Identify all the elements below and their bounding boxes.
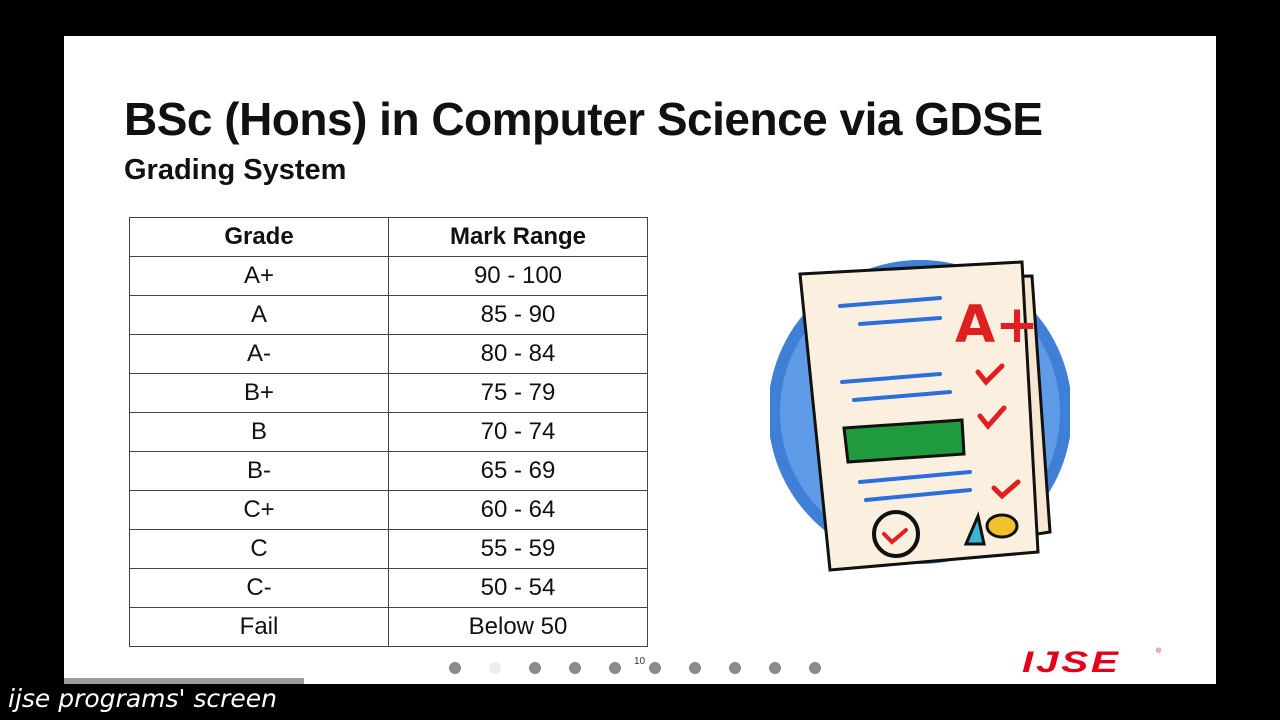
mark-range-cell: 75 - 79 [388,373,648,413]
mark-range-cell: 70 - 74 [388,412,648,452]
grade-cell: A- [129,334,389,374]
mark-range-cell: 50 - 54 [388,568,648,608]
grade-cell: A [129,295,389,335]
slide-subtitle: Grading System [124,154,347,186]
table-row: B 70 - 74 [129,412,648,452]
slide-nav-dot[interactable] [569,662,581,674]
column-header-mark-range: Mark Range [388,217,648,257]
presentation-slide: BSc (Hons) in Computer Science via GDSE … [64,36,1216,684]
table-row: A- 80 - 84 [129,334,648,374]
mark-range-cell: 60 - 64 [388,490,648,530]
slide-nav-dot[interactable] [809,662,821,674]
mark-range-cell: 90 - 100 [388,256,648,296]
video-progress-bar[interactable] [64,678,304,684]
grade-cell: C [129,529,389,569]
ijse-logo: IJSE [1022,646,1121,679]
grade-cell: A+ [129,256,389,296]
table-row: C- 50 - 54 [129,568,648,608]
mark-range-cell: 55 - 59 [388,529,648,569]
grade-cell: B [129,412,389,452]
slide-nav-dot[interactable] [609,662,621,674]
slide-title: BSc (Hons) in Computer Science via GDSE [124,93,1043,145]
slide-nav-dot[interactable] [489,662,501,674]
slide-page-number: 10 [634,656,646,667]
slide-nav-dot[interactable] [689,662,701,674]
screen-caption: ijse programs' screen [8,684,278,713]
table-row: Fail Below 50 [129,607,648,647]
grade-mark: A+ [955,295,1039,355]
grading-table: Grade Mark Range A+ 90 - 100 A 85 - 90 A… [129,217,648,647]
grade-cell: C+ [129,490,389,530]
table-row: A+ 90 - 100 [129,256,648,296]
grade-cell: B- [129,451,389,491]
registered-mark: ® [1156,648,1162,655]
table-row: C 55 - 59 [129,529,648,569]
grade-cell: C- [129,568,389,608]
slide-nav-dot[interactable] [769,662,781,674]
slide-nav-dot[interactable] [529,662,541,674]
graded-paper-icon: A+ [770,260,1070,572]
table-row: C+ 60 - 64 [129,490,648,530]
slide-nav-dot[interactable] [449,662,461,674]
slide-nav-dot[interactable] [649,662,661,674]
grade-cell: Fail [129,607,389,647]
mark-range-cell: Below 50 [388,607,648,647]
mark-range-cell: 65 - 69 [388,451,648,491]
table-row: A 85 - 90 [129,295,648,335]
table-row: B- 65 - 69 [129,451,648,491]
mark-range-cell: 80 - 84 [388,334,648,374]
grade-cell: B+ [129,373,389,413]
slide-nav-dot[interactable] [729,662,741,674]
mark-range-cell: 85 - 90 [388,295,648,335]
table-row: B+ 75 - 79 [129,373,648,413]
slide-navigation-dots [449,662,821,674]
table-header-row: Grade Mark Range [129,217,648,257]
column-header-grade: Grade [129,217,389,257]
